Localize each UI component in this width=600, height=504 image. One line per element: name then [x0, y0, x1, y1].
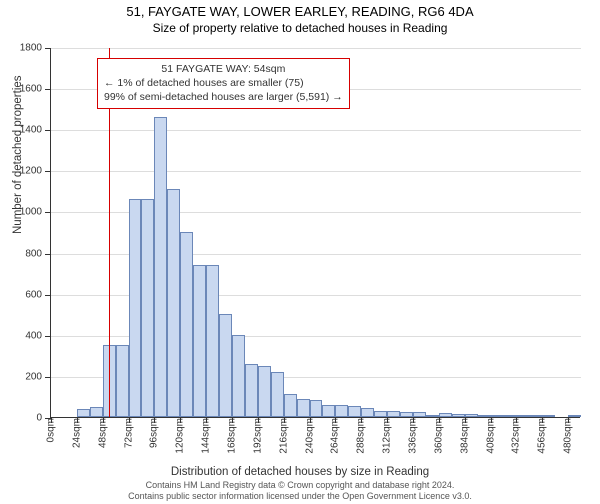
x-tick-label: 48sqm: [97, 418, 108, 448]
histogram-bar: [361, 408, 374, 417]
gridline-h: [51, 48, 581, 49]
x-tick-label: 96sqm: [149, 418, 160, 448]
y-tick-label: 1200: [2, 166, 42, 177]
histogram-bar: [387, 411, 400, 417]
x-tick-label: 432sqm: [511, 418, 522, 454]
y-tick-label: 1000: [2, 207, 42, 218]
histogram-bar: [258, 366, 271, 417]
annotation-line: 51 FAYGATE WAY: 54sqm: [104, 62, 343, 76]
x-tick-label: 240sqm: [304, 418, 315, 454]
x-tick-label: 288sqm: [356, 418, 367, 454]
footer-line-2: Contains public sector information licen…: [0, 491, 600, 502]
histogram-bar: [180, 232, 193, 417]
y-tick-label: 200: [2, 371, 42, 382]
histogram-bar: [491, 415, 504, 417]
histogram-bar: [206, 265, 219, 417]
histogram-bar: [90, 407, 103, 417]
histogram-bar: [116, 345, 129, 417]
histogram-bar: [284, 394, 297, 417]
y-tick: [45, 254, 51, 255]
histogram-bar: [154, 117, 167, 417]
annotation-box: 51 FAYGATE WAY: 54sqm← 1% of detached ho…: [97, 58, 350, 109]
chart-subtitle: Size of property relative to detached ho…: [0, 21, 600, 35]
histogram-bar: [310, 400, 323, 417]
x-tick-label: 408sqm: [485, 418, 496, 454]
histogram-bar: [542, 415, 555, 417]
chart-area: 0200400600800100012001400160018000sqm24s…: [50, 48, 580, 418]
x-axis-title: Distribution of detached houses by size …: [0, 466, 600, 478]
histogram-bar: [529, 415, 542, 417]
y-tick: [45, 89, 51, 90]
annotation-line: ← 1% of detached houses are smaller (75): [104, 76, 343, 90]
y-tick-label: 800: [2, 248, 42, 259]
x-tick-label: 120sqm: [175, 418, 186, 454]
x-tick-label: 336sqm: [407, 418, 418, 454]
histogram-bar: [439, 413, 452, 417]
histogram-bar: [478, 415, 491, 417]
histogram-bar: [568, 415, 581, 417]
x-tick-label: 384sqm: [459, 418, 470, 454]
histogram-bar: [141, 199, 154, 417]
x-tick-label: 192sqm: [252, 418, 263, 454]
histogram-bar: [413, 412, 426, 417]
y-tick: [45, 48, 51, 49]
histogram-bar: [452, 414, 465, 417]
y-tick: [45, 295, 51, 296]
histogram-bar: [297, 399, 310, 418]
x-tick-label: 480sqm: [563, 418, 574, 454]
histogram-bar: [465, 414, 478, 417]
plot-area: 0200400600800100012001400160018000sqm24s…: [50, 48, 580, 418]
histogram-bar: [271, 372, 284, 417]
histogram-bar: [322, 405, 335, 417]
x-tick-label: 144sqm: [201, 418, 212, 454]
y-tick: [45, 130, 51, 131]
annotation-line: 99% of semi-detached houses are larger (…: [104, 90, 343, 104]
gridline-h: [51, 171, 581, 172]
x-tick-label: 0sqm: [46, 418, 57, 442]
x-tick-label: 168sqm: [226, 418, 237, 454]
x-tick-label: 264sqm: [330, 418, 341, 454]
histogram-bar: [245, 364, 258, 417]
x-tick-label: 312sqm: [382, 418, 393, 454]
histogram-bar: [426, 415, 439, 417]
attribution-footer: Contains HM Land Registry data © Crown c…: [0, 480, 600, 503]
gridline-h: [51, 130, 581, 131]
histogram-bar: [232, 335, 245, 417]
histogram-bar: [348, 406, 361, 417]
x-tick-label: 72sqm: [123, 418, 134, 448]
histogram-bar: [503, 415, 516, 417]
y-tick-label: 600: [2, 289, 42, 300]
y-tick-label: 1400: [2, 125, 42, 136]
histogram-bar: [193, 265, 206, 417]
x-tick-label: 360sqm: [433, 418, 444, 454]
x-tick-label: 456sqm: [537, 418, 548, 454]
footer-line-1: Contains HM Land Registry data © Crown c…: [0, 480, 600, 491]
histogram-bar: [374, 411, 387, 417]
y-tick-label: 400: [2, 330, 42, 341]
histogram-bar: [77, 409, 90, 417]
x-tick-label: 24sqm: [71, 418, 82, 448]
histogram-bar: [129, 199, 142, 417]
y-tick: [45, 171, 51, 172]
y-tick-label: 1800: [2, 43, 42, 54]
y-tick-label: 1600: [2, 84, 42, 95]
y-tick: [45, 377, 51, 378]
chart-title: 51, FAYGATE WAY, LOWER EARLEY, READING, …: [0, 4, 600, 19]
histogram-bar: [516, 415, 529, 417]
y-tick: [45, 212, 51, 213]
histogram-bar: [167, 189, 180, 417]
histogram-bar: [335, 405, 348, 417]
y-tick: [45, 336, 51, 337]
x-tick-label: 216sqm: [278, 418, 289, 454]
y-tick-label: 0: [2, 413, 42, 424]
histogram-bar: [219, 314, 232, 417]
histogram-bar: [400, 412, 413, 417]
